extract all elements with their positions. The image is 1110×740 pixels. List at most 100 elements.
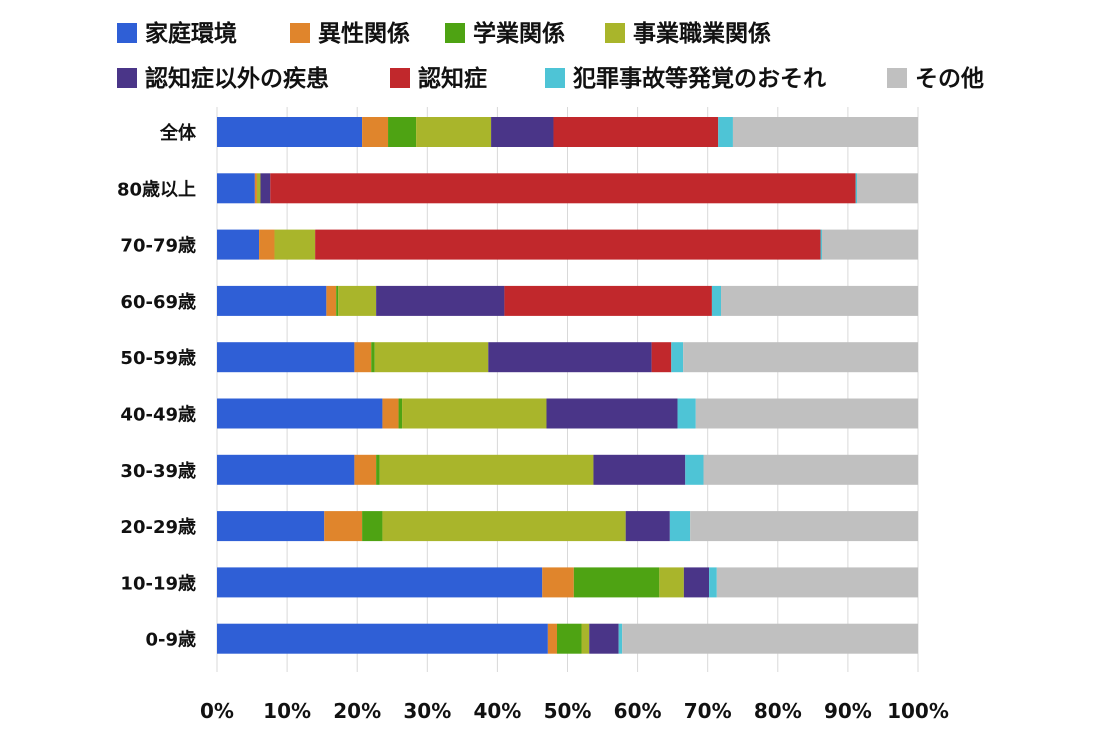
x-tick-label: 50% [544, 699, 592, 723]
bar-segment [857, 173, 918, 204]
category-label: 80歳以上 [117, 179, 196, 200]
category-label: 50-59歳 [120, 348, 196, 369]
category-label: 0-9歳 [145, 630, 196, 651]
bar-segment [402, 398, 547, 429]
bar-segment [217, 342, 355, 373]
legend-label-8: その他 [915, 66, 984, 92]
bar-segment [274, 229, 316, 260]
bar-segment [820, 229, 822, 260]
bar-segment [669, 511, 691, 542]
bars [217, 117, 918, 654]
legend-swatch-3 [445, 23, 465, 43]
bar-segment [315, 229, 821, 260]
bar-segment [371, 342, 375, 373]
bar-segment [217, 398, 383, 429]
bar-segment [260, 173, 271, 204]
bar-segment [491, 117, 554, 147]
bar-segment [338, 285, 377, 316]
bar-segment [256, 173, 261, 204]
legend-swatch-2 [290, 23, 310, 43]
bar-segment [556, 623, 582, 654]
bar-segment [553, 117, 719, 147]
bar-segment [625, 511, 670, 542]
legend-label-7: 犯罪事故等発覚のおそれ [572, 65, 826, 92]
bar-segment [651, 342, 672, 373]
bar-segment [416, 117, 492, 147]
legend-label-6: 認知症 [418, 65, 487, 92]
bar-segment [711, 285, 722, 316]
x-tick-label: 70% [684, 699, 732, 723]
bar-segment [593, 454, 686, 485]
bar-segment [618, 623, 623, 654]
legend-swatch-8 [887, 68, 907, 88]
x-tick-label: 20% [333, 699, 381, 723]
x-tick-label: 90% [824, 699, 872, 723]
legend-label-4: 事業職業関係 [633, 20, 771, 47]
bar-segment [270, 173, 856, 204]
category-label: 10-19歳 [120, 573, 196, 594]
bar-segment [217, 567, 543, 598]
legend-label-5: 認知症以外の疾患 [145, 65, 329, 92]
bar-segment [855, 173, 858, 204]
bar-segment [718, 117, 733, 147]
bar-segment [709, 567, 717, 598]
bar-segment [354, 454, 377, 485]
bar-segment [217, 229, 260, 260]
legend-swatch-5 [117, 68, 137, 88]
bar-segment [398, 398, 403, 429]
bar-segment [683, 342, 918, 373]
x-tick-label: 30% [403, 699, 451, 723]
bar-segment [379, 454, 594, 485]
bar-segment [695, 398, 918, 429]
bar-segment [488, 342, 652, 373]
legend-label-3: 学業関係 [473, 20, 565, 47]
bar-segment [382, 511, 626, 542]
bar-segment [382, 398, 399, 429]
legend-label-2: 異性関係 [318, 21, 410, 47]
bar-segment [324, 511, 363, 542]
bar-segment [217, 511, 325, 542]
bar-segment [589, 623, 619, 654]
bar-segment [690, 511, 918, 542]
legend-label-1: 家庭環境 [145, 20, 237, 47]
x-tick-label: 80% [754, 699, 802, 723]
bar-segment [388, 117, 417, 147]
bar-segment [547, 623, 557, 654]
legend-swatch-1 [117, 23, 137, 43]
bar-segment [326, 285, 337, 316]
x-tick-label: 0% [200, 699, 234, 723]
bar-segment [217, 173, 255, 204]
x-axis-tick-labels: 0% 10% 20% 30% 40% 50% 60% 70% 80% 90% 100% [200, 699, 949, 723]
bar-segment [362, 511, 383, 542]
x-tick-label: 40% [473, 699, 521, 723]
bar-segment [659, 567, 684, 598]
bar-segment [254, 173, 257, 204]
bar-segment [716, 567, 918, 598]
category-label: 全体 [159, 122, 197, 144]
bar-segment [677, 398, 696, 429]
category-labels: 全体 80歳以上 70-79歳 60-69歳 50-59歳 40-49歳 30-39歳 20-… [117, 122, 197, 651]
bar-segment [703, 454, 918, 485]
bar-segment [362, 117, 389, 147]
bar-segment [504, 285, 712, 316]
bar-segment [581, 623, 590, 654]
bar-segment [217, 623, 548, 654]
bar-segment [573, 567, 660, 598]
bar-segment [374, 342, 489, 373]
bar-segment [259, 229, 275, 260]
bar-segment [217, 117, 363, 147]
bar-segment [821, 229, 918, 260]
category-label: 70-79歳 [120, 236, 196, 257]
bar-segment [622, 623, 918, 654]
bar-segment [685, 454, 704, 485]
bar-segment [683, 567, 710, 598]
bar-segment [354, 342, 372, 373]
category-label: 60-69歳 [120, 292, 196, 313]
bar-segment [542, 567, 574, 598]
bar-segment [721, 285, 918, 316]
bar-segment [671, 342, 684, 373]
x-tick-label: 10% [263, 699, 311, 723]
category-label: 40-49歳 [120, 405, 196, 426]
